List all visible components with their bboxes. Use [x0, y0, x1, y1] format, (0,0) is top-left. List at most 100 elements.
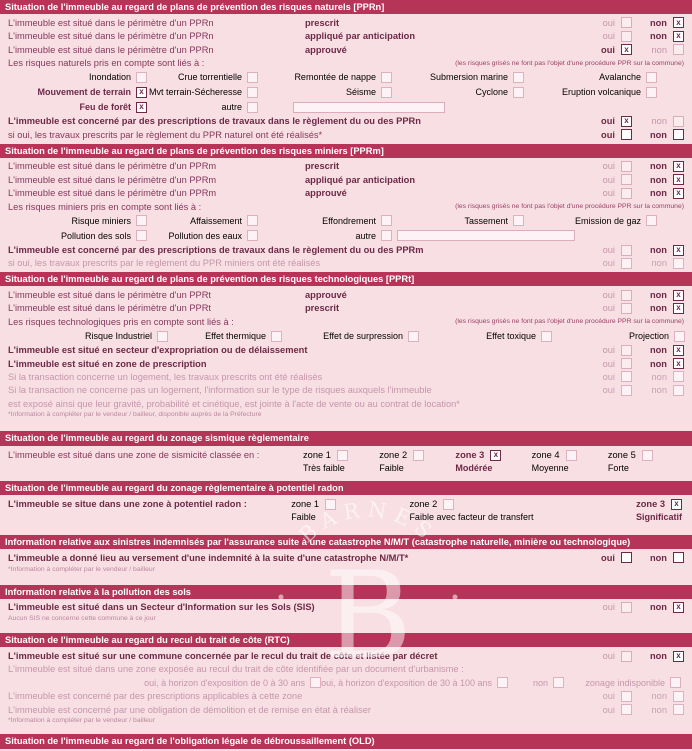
rtc-option-checkbox[interactable] [310, 677, 321, 689]
non-checkbox[interactable] [673, 704, 684, 716]
oui-checkbox[interactable] [621, 704, 632, 716]
risk-checkbox[interactable] [157, 330, 168, 342]
non-checkbox[interactable] [673, 552, 684, 564]
oui-checkbox[interactable] [621, 344, 632, 356]
oui-checkbox[interactable] [621, 289, 632, 301]
non-label: non [649, 17, 667, 28]
risk-label: Submersion marine [429, 72, 508, 83]
oui-option: oui [580, 552, 632, 564]
non-checkbox[interactable]: x [673, 244, 684, 256]
oui-checkbox[interactable] [621, 552, 632, 564]
autre-input[interactable] [293, 101, 445, 113]
risk-checkbox[interactable] [136, 230, 147, 242]
risk-checkbox[interactable] [513, 86, 524, 98]
oui-checkbox[interactable]: x [621, 44, 632, 56]
non-label: non [651, 258, 667, 269]
risk-checkbox[interactable] [136, 215, 147, 227]
risk-checkbox[interactable]: x [136, 86, 147, 98]
non-checkbox[interactable] [673, 690, 684, 702]
risk-checkbox[interactable] [381, 71, 392, 83]
zone-checkbox[interactable] [641, 449, 653, 461]
zone-checkbox[interactable] [336, 449, 348, 461]
risk-checkbox[interactable] [381, 86, 392, 98]
rtc-option-checkbox[interactable] [670, 677, 681, 689]
zone-checkbox[interactable] [443, 498, 455, 510]
risk-checkbox[interactable] [247, 230, 258, 242]
non-label: non [649, 651, 667, 662]
oui-checkbox[interactable] [621, 358, 632, 370]
non-checkbox[interactable]: x [673, 289, 684, 301]
risk-checkbox[interactable] [247, 101, 258, 113]
non-checkbox[interactable] [673, 257, 684, 269]
zone-option: zone 2 [409, 498, 636, 510]
non-checkbox[interactable]: x [673, 17, 684, 29]
risk-checkbox[interactable] [646, 71, 657, 83]
oui-non-group: oui non [580, 129, 684, 141]
oui-option: oui [580, 30, 632, 42]
non-checkbox[interactable]: x [673, 187, 684, 199]
oui-checkbox[interactable] [621, 302, 632, 314]
autre-input[interactable] [397, 230, 575, 242]
zone-checkbox[interactable] [565, 449, 577, 461]
risk-checkbox[interactable]: x [136, 101, 147, 113]
risk-checkbox[interactable] [646, 86, 657, 98]
non-checkbox[interactable]: x [673, 650, 684, 662]
question-label: L'immeuble est concerné par des prescrip… [8, 116, 421, 127]
question-label: L'immeuble est situé dans le périmètre d… [8, 188, 217, 199]
oui-option: oui x [580, 44, 632, 56]
oui-option: oui [580, 160, 632, 172]
non-checkbox[interactable]: x [673, 601, 684, 613]
risk-checkbox[interactable] [513, 215, 524, 227]
zone-checkbox[interactable]: x [490, 449, 502, 461]
rtc-option-checkbox[interactable] [497, 677, 508, 689]
non-checkbox[interactable]: x [673, 174, 684, 186]
non-checkbox[interactable] [673, 371, 684, 383]
risk-checkbox[interactable] [674, 330, 685, 342]
non-checkbox[interactable]: x [673, 160, 684, 172]
oui-checkbox[interactable] [621, 174, 632, 186]
risk-checkbox[interactable] [247, 215, 258, 227]
risk-checkbox[interactable] [381, 215, 392, 227]
rtc-option-checkbox[interactable] [553, 677, 564, 689]
risk-checkbox[interactable] [541, 330, 552, 342]
oui-checkbox[interactable] [621, 17, 632, 29]
risk-checkbox[interactable] [271, 330, 282, 342]
zone-checkbox[interactable] [413, 449, 425, 461]
oui-option: oui [580, 344, 632, 356]
oui-option: oui [580, 187, 632, 199]
non-checkbox[interactable] [673, 115, 684, 127]
oui-checkbox[interactable] [621, 384, 632, 396]
risk-label: Effet toxique [486, 331, 536, 342]
oui-checkbox[interactable]: x [621, 115, 632, 127]
non-checkbox[interactable] [673, 384, 684, 396]
oui-checkbox[interactable] [621, 30, 632, 42]
risk-checkbox[interactable] [513, 71, 524, 83]
oui-checkbox[interactable] [621, 244, 632, 256]
risk-label: Risque miniers [71, 215, 131, 226]
risk-checkbox[interactable] [408, 330, 419, 342]
risk-label: Projection [628, 331, 669, 342]
oui-checkbox[interactable] [621, 690, 632, 702]
question-status: prescrit [305, 161, 340, 172]
oui-checkbox[interactable] [621, 371, 632, 383]
oui-checkbox[interactable] [621, 129, 632, 141]
risk-checkbox[interactable] [247, 86, 258, 98]
oui-checkbox[interactable] [621, 160, 632, 172]
oui-checkbox[interactable] [621, 257, 632, 269]
risk-checkbox[interactable] [646, 215, 657, 227]
non-option: non x [632, 601, 684, 613]
oui-checkbox[interactable] [621, 601, 632, 613]
risk-checkbox[interactable] [381, 230, 392, 242]
oui-checkbox[interactable] [621, 187, 632, 199]
risk-checkbox[interactable] [247, 71, 258, 83]
oui-checkbox[interactable] [621, 650, 632, 662]
zone-checkbox[interactable]: x [671, 498, 682, 510]
non-checkbox[interactable]: x [673, 358, 684, 370]
non-checkbox[interactable]: x [673, 30, 684, 42]
non-checkbox[interactable] [673, 129, 684, 141]
non-checkbox[interactable]: x [673, 344, 684, 356]
risk-checkbox[interactable] [136, 71, 147, 83]
non-checkbox[interactable] [673, 44, 684, 56]
non-checkbox[interactable]: x [673, 302, 684, 314]
zone-checkbox[interactable] [325, 498, 337, 510]
